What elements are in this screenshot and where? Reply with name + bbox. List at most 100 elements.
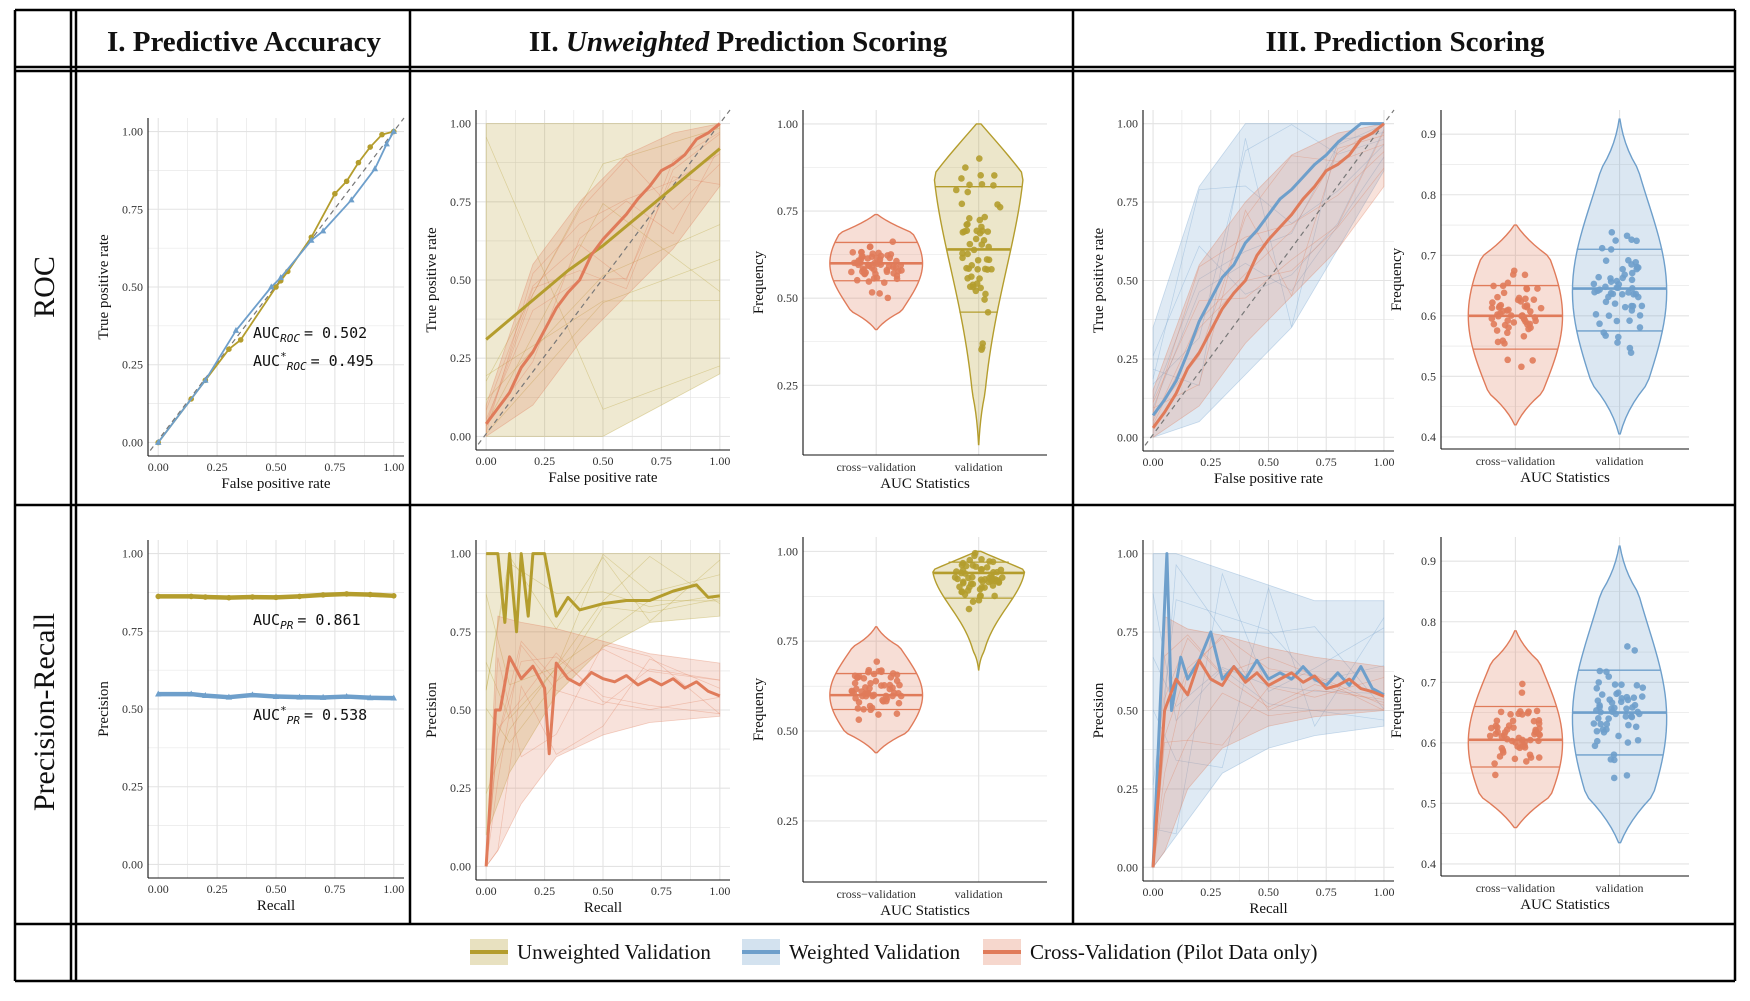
x-tick-label: 0.75 [1316,455,1337,469]
data-point [237,337,244,343]
jitter-point [880,279,888,286]
jitter-point [848,268,855,276]
header-col-2: II. Unweighted Prediction Scoring [529,26,948,58]
x-axis-label: Recall [257,898,295,914]
data-point [343,178,350,185]
bootstrap-trace [1152,572,1385,835]
x-axis-label: False positive rate [548,470,657,486]
y-axis-label: True positive rate [1091,228,1107,334]
jitter-point [958,175,965,182]
jitter-point [979,227,986,235]
jitter-point [1499,282,1507,290]
y-tick-label: 0.7 [1421,248,1436,262]
jitter-point [1614,333,1622,341]
jitter-point [1625,289,1632,296]
x-tick-label: 0.25 [1200,455,1221,469]
panel-auc-scoring-pr: 0.4 0.5 0.6 0.7 0.8 0.9 cross−validation valida… [1389,537,1689,913]
jitter-point [1527,736,1534,744]
y-tick-label: 0.00 [122,857,143,871]
jitter-point [887,673,895,681]
data-point [319,693,327,700]
auc-label: AUC [253,324,280,342]
jitter-point [889,692,896,700]
y-tick-label: 0.50 [122,702,143,716]
jitter-point [1510,724,1517,731]
jitter-point [1504,279,1512,287]
bootstrap-trace [485,594,720,686]
jitter-point [991,592,998,600]
data-point [390,694,397,701]
panel-pr-accuracy: 0.00 0.25 0.50 0.75 1.00 0.00 0.25 0.50 0.75 1.00… [96,540,404,914]
jitter-point [1518,312,1525,320]
x-tick-label: validation [955,460,1003,474]
x-tick-label: validation [1596,454,1644,468]
y-tick-label: 0.75 [777,634,798,648]
jitter-point [1610,751,1618,758]
jitter-point [1596,702,1603,709]
data-point [155,593,162,600]
bootstrap-trace [485,259,720,434]
x-tick-label: 1.00 [1373,455,1394,469]
data-point [379,131,385,138]
y-tick-label: 0.50 [450,703,471,717]
y-tick-label: 0.00 [1117,860,1138,874]
jitter-point [1596,320,1603,328]
jitter-point [1607,289,1615,297]
jitter-point [864,668,872,676]
y-tick-label: 0.4 [1421,857,1436,871]
jitter-point [1518,689,1526,696]
data-point [226,594,232,601]
jitter-point [1631,647,1639,654]
series-line-weighted [1151,122,1384,417]
legend-label: Unweighted Validation [517,940,711,964]
jitter-point [872,677,880,685]
y-tick-label: 1.00 [1117,547,1138,561]
jitter-point [870,670,878,678]
jitter-point [1614,339,1621,346]
data-point [225,693,233,700]
y-tick-label: 0.75 [450,625,471,639]
auc-subscript: ROC [287,360,307,373]
jitter-point [1636,324,1644,331]
jitter-point [890,270,897,277]
data-point [320,592,326,598]
jitter-point [968,261,976,269]
x-tick-label: 0.75 [1316,885,1337,899]
jitter-point [1516,708,1524,715]
ribbon-unweighted [485,553,721,836]
data-point [371,165,379,172]
jitter-point [1497,708,1505,716]
x-axis-label: Recall [1249,901,1287,917]
y-tick-label: 0.9 [1421,127,1436,141]
jitter-point [860,706,867,713]
jitter-point [1522,318,1529,325]
jitter-point [855,257,862,264]
jitter-point [959,579,967,587]
data-point [308,236,315,243]
jitter-point [1617,698,1625,706]
row-label-roc: ROC [28,256,61,318]
y-tick-label: 0.25 [122,358,143,372]
data-point [202,376,209,383]
jitter-point [1632,723,1640,731]
jitter-point [1618,290,1626,298]
jitter-point [1597,720,1604,728]
y-tick-label: 0.6 [1421,309,1436,323]
auc-label: AUC [253,611,280,629]
y-tick-label: 0.25 [450,781,471,795]
legend-label: Weighted Validation [789,940,961,964]
jitter-point [1608,699,1616,706]
y-tick-label: 0.50 [122,280,143,294]
y-tick-label: 1.00 [1117,117,1138,131]
jitter-point [959,559,967,567]
jitter-point [997,566,1005,574]
header-col-3: III. Prediction Scoring [1266,26,1545,58]
jitter-point [1520,332,1528,340]
jitter-point [959,250,966,257]
data-point [249,594,256,600]
data-point [155,690,162,697]
jitter-point [1532,317,1539,325]
reference-diagonal [1144,109,1395,446]
series-line-cv [1151,122,1385,429]
x-tick-label: 1.00 [383,882,404,896]
